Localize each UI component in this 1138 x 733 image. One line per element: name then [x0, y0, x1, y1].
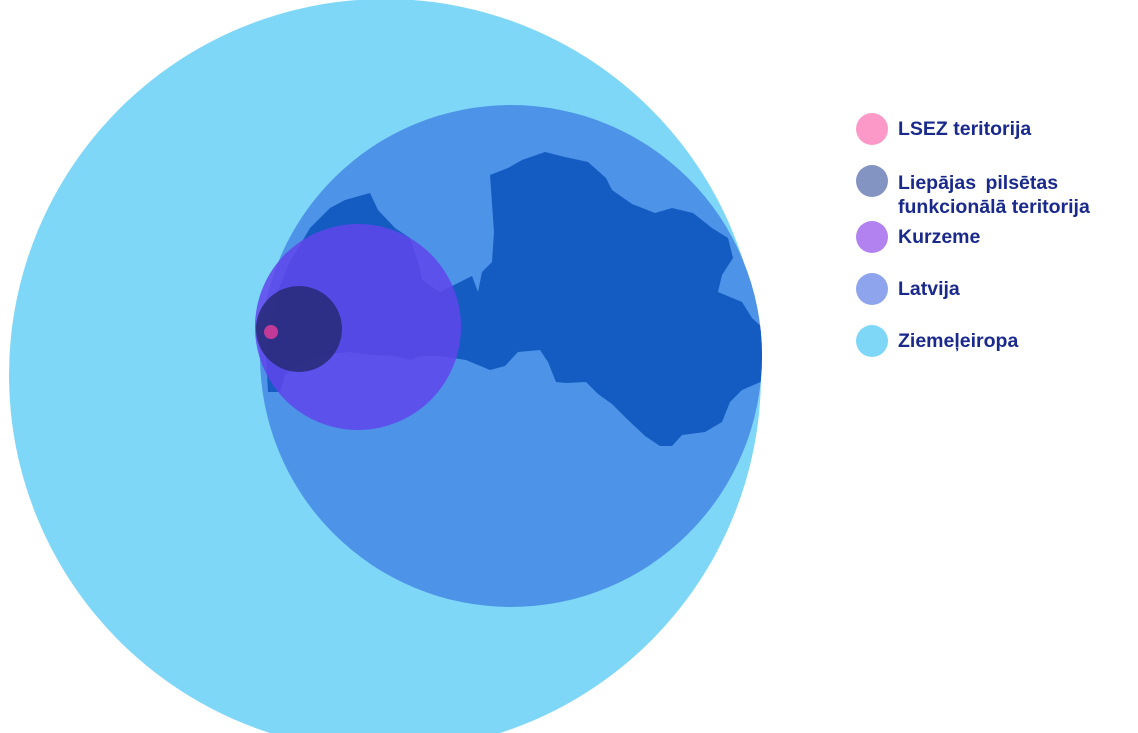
legend-label-lsez: LSEZ teritorija — [898, 118, 1032, 140]
legend-label-liepaja-line1: Liepājas pilsētas — [898, 172, 1059, 194]
latvia-map-shape — [266, 152, 762, 446]
lsez-territory-circle — [264, 325, 278, 339]
legend-item-lsez: LSEZ teritorija — [856, 113, 1136, 149]
legend-label-latvija: Latvija — [898, 278, 960, 300]
legend-item-kurzeme: Kurzeme — [856, 221, 1136, 257]
legend: LSEZ teritorija Liepājas pilsētas funkci… — [856, 113, 1136, 361]
legend-swatch-lsez — [856, 113, 888, 145]
kurzeme-circle — [255, 224, 461, 430]
legend-item-latvija: Latvija — [856, 273, 1136, 309]
legend-label-liepaja: Liepājas pilsētas funkcionālā teritorija — [898, 169, 1136, 219]
liepaja-functional-territory-circle — [256, 286, 342, 372]
legend-label-ziemeleiropa: Ziemeļeiropa — [898, 330, 1019, 352]
legend-swatch-ziemeleiropa — [856, 325, 888, 357]
legend-swatch-kurzeme — [856, 221, 888, 253]
legend-item-liepaja: Liepājas pilsētas funkcionālā teritorija — [856, 165, 1136, 225]
legend-swatch-latvija — [856, 273, 888, 305]
legend-item-ziemeleiropa: Ziemeļeiropa — [856, 325, 1136, 361]
legend-label-liepaja-line2: funkcionālā teritorija — [898, 196, 1090, 218]
legend-label-kurzeme: Kurzeme — [898, 226, 981, 248]
legend-swatch-liepaja — [856, 165, 888, 197]
